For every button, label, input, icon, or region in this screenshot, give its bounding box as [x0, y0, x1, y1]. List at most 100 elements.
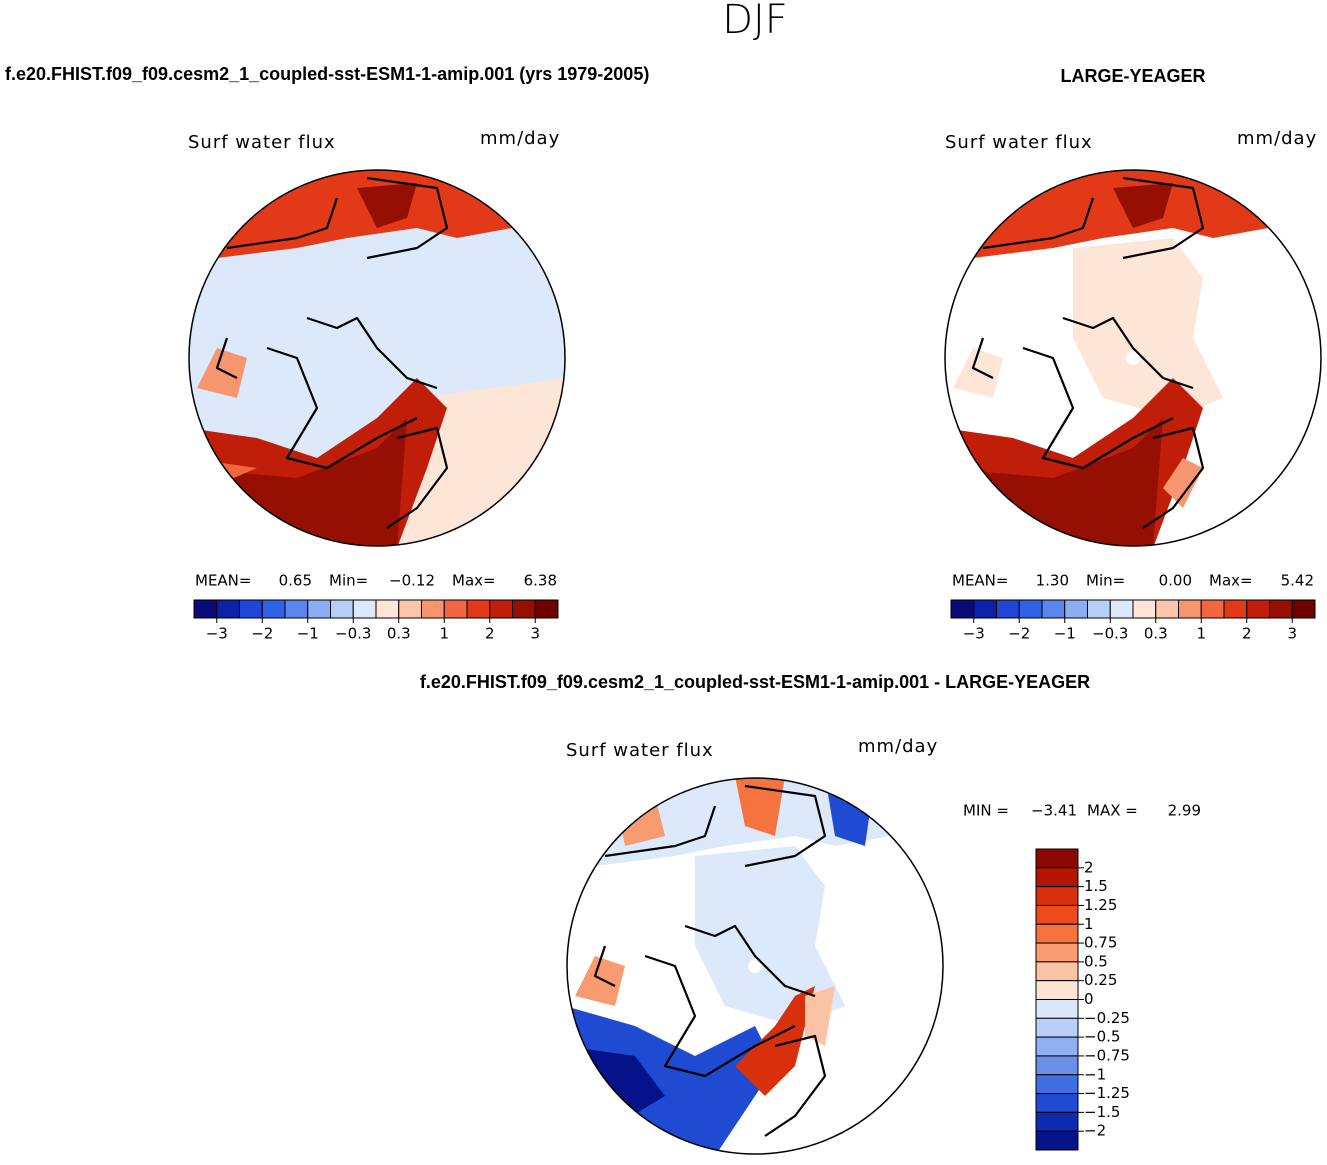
colorbar-label: 0.3 — [1144, 625, 1168, 643]
colorbar-box — [1109, 599, 1134, 619]
field-name: Surf water flux — [188, 132, 336, 153]
field-name: Surf water flux — [566, 740, 714, 761]
colorbar-label: −2 — [1008, 625, 1030, 643]
colorbar-box — [512, 599, 536, 619]
colorbar-box — [973, 599, 997, 619]
colorbar-box — [1035, 1074, 1079, 1095]
colorbar-box — [1035, 942, 1079, 963]
colorbar-box — [1018, 599, 1043, 619]
colorbar-box — [1035, 999, 1079, 1019]
stats: MEAN= 1.30 Min= 0.00 Max= 5.42 — [952, 572, 1314, 590]
panel-header: f.e20.FHIST.f09_f09.cesm2_1_coupled-sst-… — [420, 672, 1090, 692]
stat-value: 6.38 — [524, 572, 557, 590]
colorbar-box — [1178, 599, 1202, 619]
colorbar-label: −1.25 — [1084, 1084, 1130, 1102]
colorbar-label: 2 — [1084, 858, 1094, 876]
colorbar-box — [466, 599, 491, 619]
colorbar-box — [1291, 599, 1316, 619]
colorbar-box — [1200, 599, 1225, 619]
stat-label: Max= — [452, 572, 496, 590]
stat-value: 0.00 — [1159, 572, 1192, 590]
colorbar-label: −0.5 — [1084, 1028, 1120, 1046]
colorbar: −3 −2 −1 −0.3 0.3 1 2 3 — [950, 599, 1316, 643]
colorbar-label: −0.3 — [1092, 625, 1128, 643]
colorbar-label: −3 — [206, 625, 228, 643]
colorbar-label: 1 — [1084, 915, 1094, 933]
polar-map — [944, 169, 1322, 547]
colorbar-label: −0.75 — [1084, 1046, 1130, 1064]
colorbar-label: 1.5 — [1084, 877, 1108, 895]
colorbar-box — [1035, 1036, 1079, 1057]
colorbar-label: 1 — [439, 625, 449, 643]
colorbar-label: 0.3 — [387, 625, 411, 643]
colorbar-box — [1064, 599, 1088, 619]
colorbar-label: 0.25 — [1084, 971, 1117, 989]
colorbar-box — [1132, 599, 1157, 619]
colorbar-box — [443, 599, 468, 619]
colorbar-label: 1.25 — [1084, 896, 1117, 914]
colorbar-label: −1.5 — [1084, 1103, 1120, 1121]
stat-label: Min= — [1086, 572, 1125, 590]
colorbar-box — [1041, 599, 1066, 619]
colorbar-box — [239, 599, 263, 619]
stat-label: MIN = — [963, 802, 1009, 820]
colorbar-box — [261, 599, 286, 619]
colorbar-label: −0.25 — [1084, 1009, 1130, 1027]
polar-map — [566, 777, 944, 1155]
colorbar-box — [1035, 961, 1079, 982]
colorbar-box — [284, 599, 309, 619]
colorbar-box — [216, 599, 240, 619]
colorbar-box — [1035, 1130, 1079, 1151]
stat-label: MEAN= — [195, 572, 251, 590]
colorbar-box — [421, 599, 445, 619]
colorbar-box — [330, 599, 354, 619]
colorbar-box — [1035, 1111, 1079, 1132]
colorbar-label: 0.75 — [1084, 934, 1117, 952]
stats: MEAN= 0.65 Min= −0.12 Max= 6.38 — [195, 572, 557, 590]
colorbar: 21.51.2510.750.50.250−0.25−0.5−0.75−1−1.… — [1035, 848, 1130, 1151]
colorbar-box — [375, 599, 400, 619]
polar-map — [188, 169, 566, 547]
panel-header: LARGE-YEAGER — [1060, 66, 1205, 86]
colorbar: −3 −2 −1 −0.3 0.3 1 2 3 — [193, 599, 559, 643]
colorbar-box — [1035, 923, 1079, 944]
stat-label: Min= — [329, 572, 368, 590]
colorbar-label: 0 — [1084, 990, 1094, 1008]
stat-value: −0.12 — [389, 572, 435, 590]
colorbar-label: 3 — [1287, 625, 1297, 643]
stats: MIN = −3.41 MAX = 2.99 — [963, 802, 1201, 820]
colorbar-box — [1087, 599, 1111, 619]
colorbar-label: 1 — [1196, 625, 1206, 643]
colorbar-box — [1246, 599, 1270, 619]
stat-value: 5.42 — [1281, 572, 1314, 590]
stat-value: −3.41 — [1031, 802, 1077, 820]
stat-label: Max= — [1209, 572, 1253, 590]
colorbar-label: −1 — [297, 625, 319, 643]
colorbar-label: −2 — [251, 625, 273, 643]
colorbar-box — [1035, 980, 1079, 1000]
figure-title: DJF — [722, 0, 788, 43]
colorbar-box — [1035, 1055, 1079, 1076]
panel-header: f.e20.FHIST.f09_f09.cesm2_1_coupled-sst-… — [5, 64, 649, 84]
units: mm/day — [858, 736, 938, 757]
colorbar-box — [996, 599, 1020, 619]
colorbar-label: 3 — [530, 625, 540, 643]
colorbar-box — [1223, 599, 1248, 619]
colorbar-label: 0.5 — [1084, 952, 1108, 970]
stat-label: MAX = — [1087, 802, 1138, 820]
units: mm/day — [480, 128, 560, 149]
colorbar-label: −0.3 — [335, 625, 371, 643]
colorbar-box — [352, 599, 377, 619]
colorbar-box — [398, 599, 422, 619]
colorbar-box — [1155, 599, 1179, 619]
colorbar-box — [307, 599, 331, 619]
colorbar-label: 2 — [485, 625, 495, 643]
colorbar-label: −2 — [1084, 1122, 1106, 1140]
stat-value: 1.30 — [1036, 572, 1069, 590]
colorbar-label: −1 — [1084, 1065, 1106, 1083]
colorbar-box — [489, 599, 513, 619]
stat-value: 0.65 — [279, 572, 312, 590]
colorbar-box — [1035, 904, 1079, 925]
